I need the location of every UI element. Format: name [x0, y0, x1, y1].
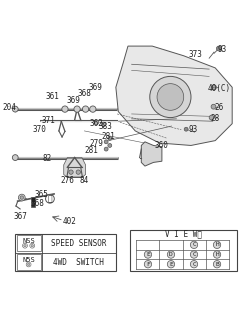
Circle shape [74, 106, 80, 112]
Circle shape [190, 251, 198, 258]
Text: 383: 383 [98, 122, 112, 131]
Polygon shape [64, 157, 86, 177]
Circle shape [216, 46, 221, 51]
Circle shape [213, 241, 221, 249]
Circle shape [108, 136, 112, 140]
Circle shape [157, 84, 184, 110]
Polygon shape [141, 142, 162, 166]
Text: 402: 402 [63, 217, 77, 226]
Bar [31, 202, 35, 206]
Text: 368: 368 [77, 89, 91, 98]
Text: B: B [215, 262, 219, 267]
Circle shape [94, 120, 99, 124]
Text: 93: 93 [218, 45, 227, 54]
Text: E: E [146, 252, 150, 257]
Text: 371: 371 [41, 116, 55, 124]
Text: Ⓐ: Ⓐ [48, 194, 52, 203]
Circle shape [26, 262, 31, 267]
Text: H: H [215, 242, 219, 247]
Text: 362: 362 [89, 119, 103, 128]
Bar [17, 254, 41, 270]
Circle shape [62, 106, 68, 112]
Circle shape [12, 155, 18, 161]
Circle shape [190, 241, 198, 249]
Bar [15, 234, 116, 271]
Text: 365: 365 [35, 190, 49, 199]
Circle shape [101, 122, 106, 126]
Circle shape [90, 106, 96, 112]
Text: SPEED SENSOR: SPEED SENSOR [51, 239, 107, 248]
Text: E: E [169, 262, 173, 267]
Text: 82: 82 [42, 154, 51, 163]
Text: 367: 367 [13, 212, 27, 221]
Circle shape [190, 260, 198, 268]
Circle shape [212, 85, 216, 90]
Circle shape [82, 106, 89, 112]
Circle shape [23, 243, 27, 248]
Text: 361: 361 [46, 92, 60, 101]
Circle shape [76, 170, 80, 174]
Text: 40(C): 40(C) [207, 84, 230, 93]
Bar [17, 235, 41, 252]
Text: NSS: NSS [22, 238, 35, 244]
Bar [130, 230, 237, 271]
Circle shape [108, 143, 112, 148]
Circle shape [31, 244, 34, 247]
Text: V I E WⒶ: V I E WⒶ [165, 229, 202, 238]
Bar [31, 197, 35, 202]
Circle shape [69, 170, 73, 174]
Circle shape [213, 251, 221, 258]
Text: 373: 373 [189, 50, 203, 59]
Circle shape [46, 195, 54, 203]
Circle shape [144, 251, 152, 258]
Text: 281: 281 [85, 146, 98, 155]
Text: C: C [192, 242, 196, 247]
Circle shape [144, 260, 152, 268]
Text: 93: 93 [189, 125, 198, 134]
Text: 281: 281 [102, 132, 115, 141]
Circle shape [150, 76, 191, 117]
Circle shape [104, 140, 108, 144]
Text: 369: 369 [66, 96, 80, 105]
Text: 4WD  SWITCH: 4WD SWITCH [53, 258, 104, 267]
Circle shape [211, 104, 216, 109]
Text: D: D [169, 252, 173, 257]
Text: 360: 360 [155, 141, 169, 150]
Text: 26: 26 [214, 103, 223, 112]
Text: 370: 370 [33, 125, 47, 134]
Circle shape [209, 115, 214, 120]
Text: C: C [192, 252, 196, 257]
Circle shape [12, 106, 18, 112]
Text: 276: 276 [61, 176, 74, 185]
Circle shape [20, 196, 24, 199]
Text: N5S: N5S [22, 257, 35, 263]
Text: 368: 368 [30, 199, 44, 208]
Text: H: H [215, 252, 219, 257]
Text: C: C [192, 262, 196, 267]
Circle shape [167, 260, 175, 268]
Circle shape [184, 127, 188, 131]
Text: 279: 279 [89, 139, 103, 148]
Circle shape [24, 244, 26, 247]
Circle shape [18, 194, 25, 201]
Circle shape [213, 260, 221, 268]
Circle shape [30, 243, 35, 248]
Polygon shape [116, 46, 232, 146]
Text: F: F [146, 262, 150, 267]
Circle shape [167, 251, 175, 258]
Text: 84: 84 [80, 176, 89, 185]
Text: 28: 28 [211, 114, 220, 123]
Circle shape [104, 147, 108, 151]
Circle shape [27, 263, 30, 266]
Text: 204: 204 [2, 103, 16, 112]
Text: 369: 369 [88, 83, 102, 92]
